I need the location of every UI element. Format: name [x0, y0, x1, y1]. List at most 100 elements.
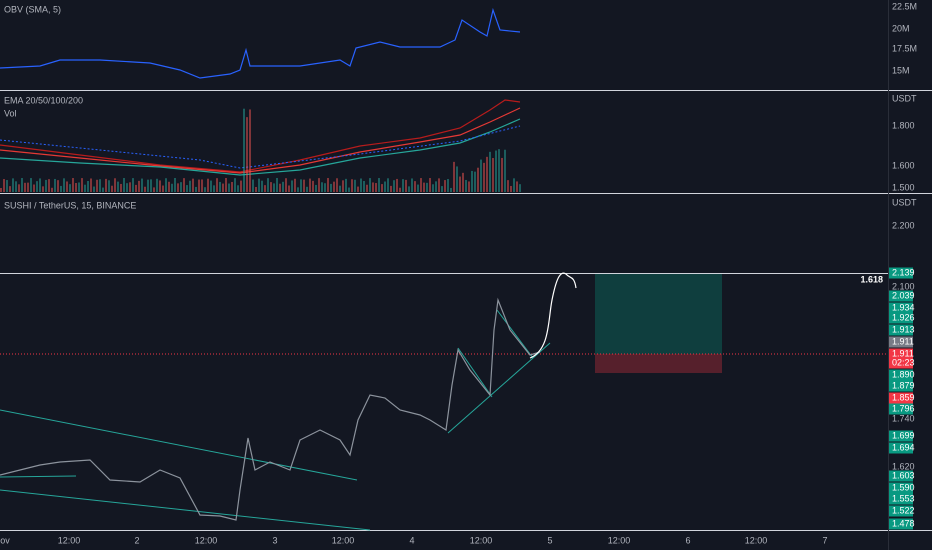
price-tag-label: 1.796 [892, 403, 915, 413]
volume-bar [264, 185, 266, 192]
price-axis-label: 1.740 [892, 413, 915, 423]
time-axis-label: 12:00 [470, 535, 493, 545]
price-tag [889, 369, 913, 381]
volume-bar [117, 181, 119, 192]
volume-bar [495, 150, 497, 192]
pane-title: OBV (SMA, 5) [4, 4, 61, 14]
volume-bar [330, 183, 332, 192]
price-tag [889, 493, 913, 505]
volume-bar [33, 184, 35, 192]
volume-bar [27, 182, 29, 192]
volume-bar [231, 181, 233, 192]
volume-bar [204, 187, 206, 192]
long-target-zone [595, 273, 722, 354]
volume-bar [135, 184, 137, 192]
volume-bar [267, 178, 269, 192]
volume-bar [30, 178, 32, 192]
volume-bar [213, 185, 215, 192]
price-tag-label: 1.478 [892, 518, 915, 528]
volume-bar [12, 178, 14, 192]
price-tag [889, 392, 913, 404]
volume-bar [363, 180, 365, 192]
time-axis-label: 12:00 [332, 535, 355, 545]
long-stop-zone [595, 354, 722, 373]
volume-bar [63, 178, 65, 192]
volume-bar [183, 178, 185, 192]
price-line [0, 297, 541, 521]
price-tag [889, 290, 913, 302]
volume-bar [381, 184, 383, 192]
volume-bar [153, 187, 155, 192]
volume-bar [477, 167, 479, 192]
volume-bar [444, 180, 446, 192]
volume-bar [228, 183, 230, 192]
volume-bar [279, 183, 281, 192]
price-axis-label: 1.500 [892, 182, 915, 192]
volume-bar [57, 180, 59, 192]
time-axis-label: ov [0, 535, 10, 545]
volume-bar [0, 188, 2, 192]
volume-bar [402, 179, 404, 192]
price-tag [889, 505, 913, 517]
volume-bar [501, 157, 503, 192]
volume-bar [222, 183, 224, 192]
flag-line [457, 347, 493, 398]
volume-bar [300, 179, 302, 192]
time-axis-label: 7 [822, 535, 827, 545]
price-tag-label: 1.911 [892, 336, 914, 346]
volume-bar [303, 179, 305, 192]
volume-bar [351, 179, 353, 192]
volume-bar [180, 182, 182, 192]
volume-bar [516, 181, 518, 192]
flag-line [496, 309, 534, 359]
volume-bar [483, 162, 485, 192]
volume-bar [321, 182, 323, 192]
price-axis-label: 1.800 [892, 120, 915, 130]
volume-bar [219, 181, 221, 192]
volume-bar [348, 187, 350, 192]
volume-bar [360, 178, 362, 192]
volume-bar [273, 183, 275, 192]
volume-bar [99, 179, 101, 192]
time-axis-label: 12:00 [745, 535, 768, 545]
volume-bar [258, 178, 260, 192]
volume-bar [357, 186, 359, 192]
volume-bar [243, 108, 245, 192]
volume-bar [15, 181, 17, 192]
volume-bar [306, 186, 308, 192]
volume-bar [69, 184, 71, 192]
price-tag [889, 403, 913, 415]
price-tag-label: 2.139 [892, 267, 915, 277]
volume-bar [261, 180, 263, 192]
volume-bar [336, 178, 338, 192]
volume-bar [192, 178, 194, 192]
volume-bar [249, 109, 251, 192]
trendline [0, 409, 358, 481]
ema-line [0, 118, 521, 176]
price-tag-label: 1.926 [892, 312, 915, 322]
volume-bar [405, 179, 407, 192]
price-axis-label: 2.200 [892, 220, 915, 230]
price-tag-label: 1.911 [892, 348, 914, 358]
volume-bar [432, 184, 434, 192]
volume-bar [318, 178, 320, 192]
price-tag-label: 1.522 [892, 505, 915, 515]
volume-bar [198, 179, 200, 192]
time-axis-label: 6 [685, 535, 690, 545]
volume-bar [456, 166, 458, 192]
price-tag [889, 470, 913, 482]
volume-bar [21, 178, 23, 192]
volume-bar [93, 186, 95, 192]
price-tag [889, 430, 913, 442]
volume-bar [372, 182, 374, 192]
price-axis-label: 2.100 [892, 281, 915, 291]
volume-bar [3, 179, 5, 192]
time-axis-label: 12:00 [58, 535, 81, 545]
price-tag [889, 442, 913, 454]
volume-bar [507, 180, 509, 192]
volume-bar [459, 176, 461, 192]
price-tag-label: 1.590 [892, 482, 915, 492]
volume-bar [36, 181, 38, 192]
volume-bar [468, 181, 470, 192]
